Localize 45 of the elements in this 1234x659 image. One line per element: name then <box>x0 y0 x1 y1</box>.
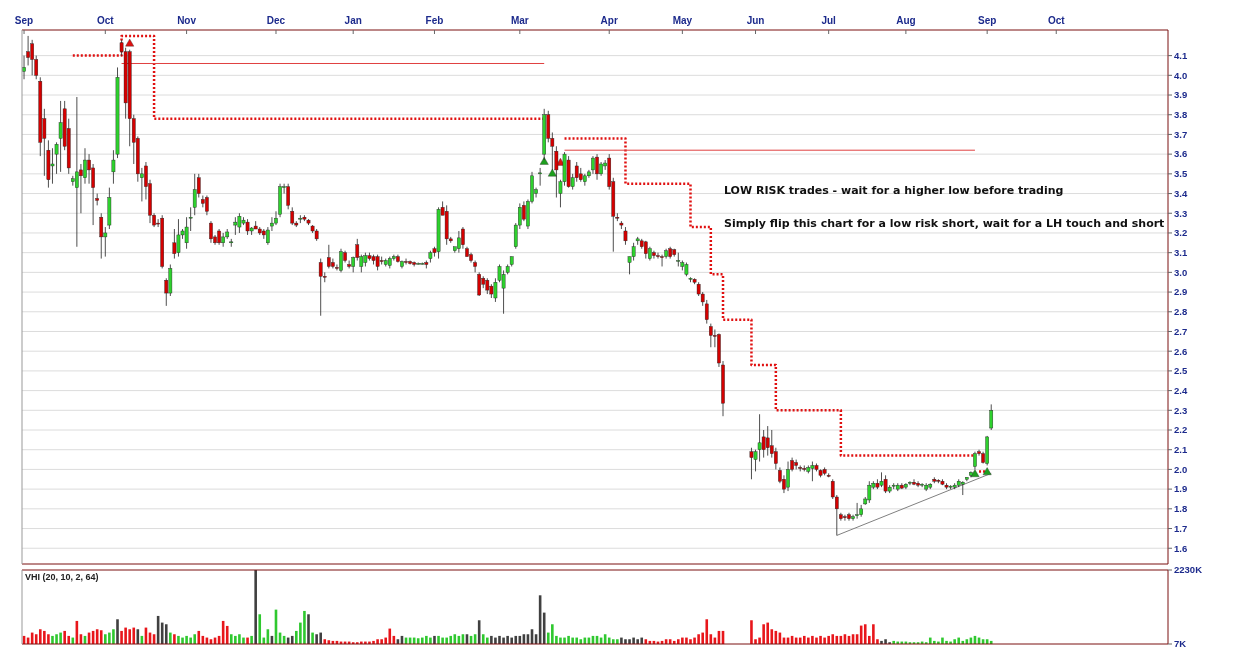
y-tick-label: 3.1 <box>1174 246 1188 258</box>
y-tick-label: 2.6 <box>1174 345 1188 357</box>
x-tick-label: Dec <box>266 15 286 26</box>
x-tick-label: Jan <box>344 15 362 26</box>
y-tick-label: 2.5 <box>1174 365 1188 377</box>
y-tick-label: 2.0 <box>1174 463 1188 475</box>
y-tick-label: 3.7 <box>1174 128 1188 140</box>
x-tick-label: Apr <box>600 15 618 26</box>
y-tick-label: 3.9 <box>1174 89 1188 101</box>
y-tick-label: 3.3 <box>1174 207 1188 219</box>
annotation: Simply flip this chart for a low risk short, wait for a LH touch and short <box>724 217 1165 230</box>
x-tick-label: Oct <box>1047 15 1066 26</box>
x-tick-label: Jul <box>821 15 837 26</box>
x-tick-label: Jun <box>746 15 765 26</box>
y-tick-label: 3.5 <box>1174 168 1188 180</box>
y-tick-label: 2230K <box>1174 564 1203 576</box>
x-tick-label: Mar <box>510 15 529 26</box>
y-tick-label: 3.2 <box>1174 227 1188 239</box>
y-tick-label: 3.6 <box>1174 148 1188 160</box>
x-tick-label: May <box>672 15 693 26</box>
y-tick-label: 4.0 <box>1174 69 1188 81</box>
x-tick-label: Oct <box>96 15 115 26</box>
y-tick-label: 4.1 <box>1174 49 1188 61</box>
y-tick-label: 2.7 <box>1174 325 1188 337</box>
annotation: LOW RISK trades - wait for a higher low before trading <box>724 184 1064 197</box>
x-tick-label: Aug <box>896 15 916 26</box>
y-tick-label: 3.0 <box>1174 266 1188 278</box>
x-tick-label: Nov <box>177 15 197 26</box>
y-tick-label: 2.2 <box>1174 424 1188 436</box>
x-tick-label: Sep <box>14 15 34 26</box>
chart-title: VHI (20, 10, 2, 64) <box>25 572 99 582</box>
y-tick-label: 1.6 <box>1174 542 1188 554</box>
y-tick-label: 2.3 <box>1174 404 1188 416</box>
y-tick-label: 2.8 <box>1174 306 1188 318</box>
y-tick-label: 2.4 <box>1174 384 1188 396</box>
y-tick-label: 1.8 <box>1174 503 1188 515</box>
y-tick-label: 7K <box>1174 638 1187 650</box>
y-tick-label: 3.8 <box>1174 109 1188 121</box>
y-tick-label: 2.1 <box>1174 444 1188 456</box>
y-tick-label: 1.7 <box>1174 522 1188 534</box>
y-tick-label: 1.9 <box>1174 483 1188 495</box>
y-tick-label: 3.4 <box>1174 187 1188 199</box>
x-tick-label: Sep <box>977 15 997 26</box>
x-tick-label: Feb <box>425 15 444 26</box>
y-tick-label: 2.9 <box>1174 286 1188 298</box>
